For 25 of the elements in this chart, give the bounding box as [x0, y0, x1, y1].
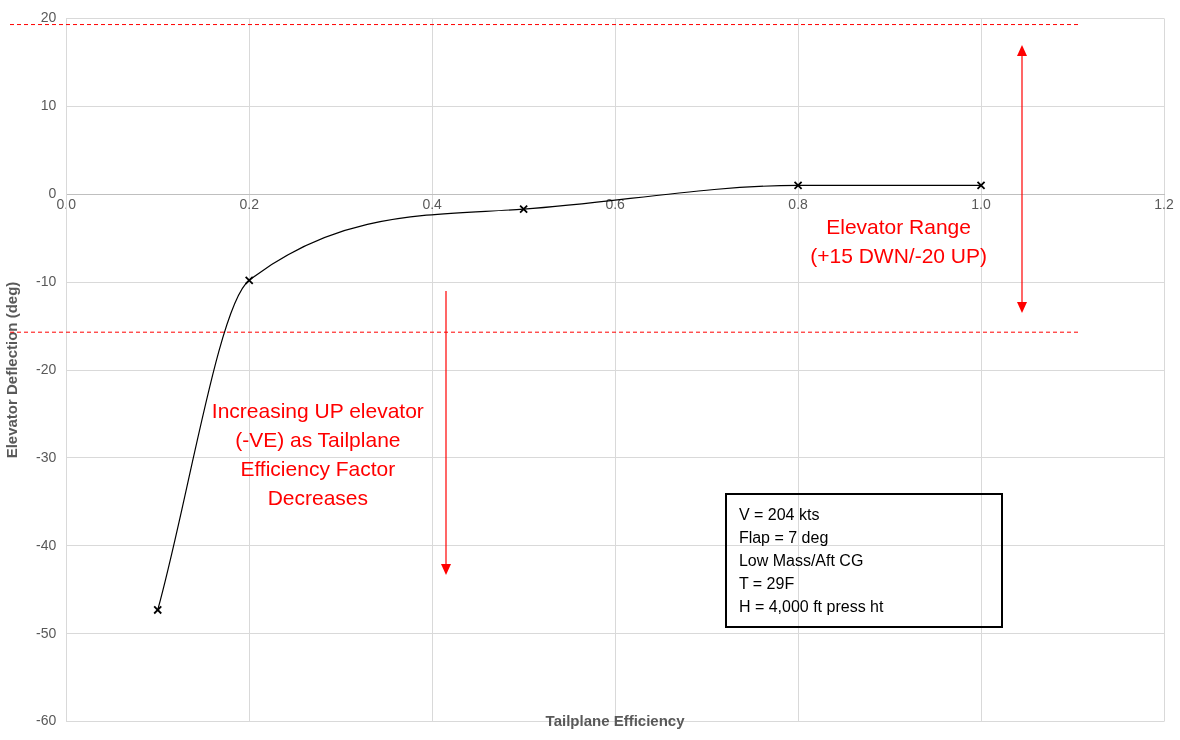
point — [244, 275, 254, 285]
x-tick-label: 0.8 — [788, 196, 809, 213]
point — [153, 605, 163, 615]
y-tick-label: -10 — [36, 272, 57, 289]
y-tick-label: -30 — [36, 448, 57, 465]
y-tick-label: 20 — [40, 9, 57, 26]
y-tick-label: 0 — [48, 185, 57, 202]
x-axis-title: Tailplane Efficiency — [545, 711, 685, 729]
y-tick-label: -60 — [36, 712, 57, 729]
y-axis-title: Elevator Deflection (deg) — [3, 281, 21, 459]
y-tick-label: -40 — [36, 536, 57, 553]
x-tick-label: 0.4 — [422, 196, 443, 213]
point — [976, 180, 986, 190]
x-tick-label: 0.2 — [239, 196, 260, 213]
text-frame: V = 204 kts Flap = 7 deg Low Mass/Aft CG T = 29F H = 4,000 ft press ht — [724, 493, 1003, 629]
y-tick-label: -20 — [36, 360, 57, 377]
annotation: Increasing UP elevator (-VE) as Tailplane Efficiency Factor Decreases — [211, 398, 424, 512]
y-tick-label: 10 — [40, 97, 57, 114]
x-tick-label: 1.0 — [971, 196, 991, 213]
x-tick-label: 0.0 — [56, 196, 77, 213]
point — [793, 180, 803, 190]
y-tick-label: -50 — [36, 624, 57, 641]
x-tick-label: 1.2 — [1154, 196, 1174, 213]
annotation: Elevator Range (+15 DWN/-20 UP) — [810, 213, 987, 269]
point — [519, 204, 529, 214]
